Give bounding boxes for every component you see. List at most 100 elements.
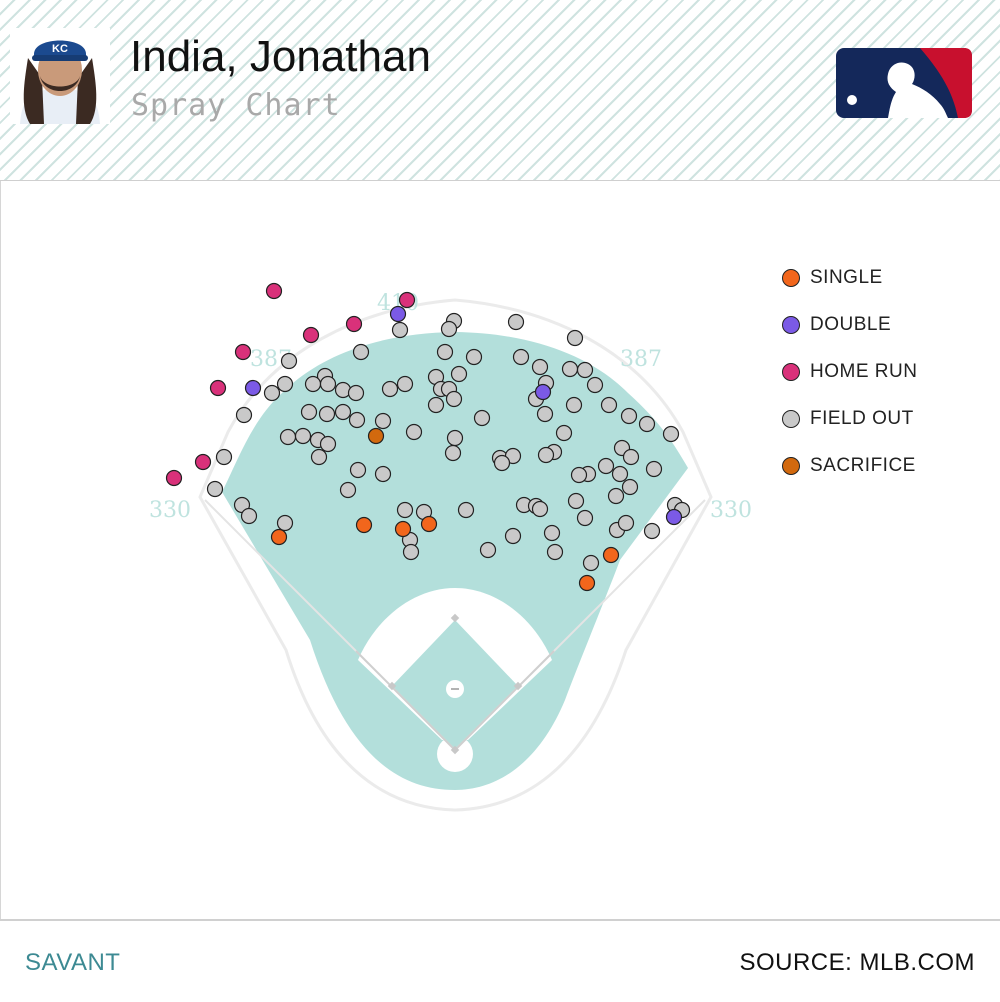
field-out-point[interactable] xyxy=(300,403,318,421)
field-out-point[interactable] xyxy=(215,448,233,466)
field-out-point[interactable] xyxy=(263,384,281,402)
home-run-point[interactable] xyxy=(209,379,227,397)
field-out-point[interactable] xyxy=(396,375,414,393)
field-out-point[interactable] xyxy=(349,461,367,479)
field-out-point[interactable] xyxy=(662,425,680,443)
field-out-point[interactable] xyxy=(567,492,585,510)
field-out-point[interactable] xyxy=(280,352,298,370)
field-out-point[interactable] xyxy=(294,427,312,445)
field-out-point[interactable] xyxy=(493,454,511,472)
field-out-point[interactable] xyxy=(561,360,579,378)
field-out-point[interactable] xyxy=(582,554,600,572)
warning-track-outline xyxy=(198,298,713,812)
field-out-point[interactable] xyxy=(405,423,423,441)
field-out-point[interactable] xyxy=(444,444,462,462)
field-out-point[interactable] xyxy=(352,343,370,361)
field-out-point[interactable] xyxy=(347,384,365,402)
home-run-point[interactable] xyxy=(398,291,416,309)
legend-item-field-out[interactable]: FIELD OUT xyxy=(782,395,917,442)
field-out-point[interactable] xyxy=(446,429,464,447)
field-out-point[interactable] xyxy=(531,358,549,376)
field-out-point[interactable] xyxy=(319,435,337,453)
double-point[interactable] xyxy=(244,379,262,397)
home-run-point[interactable] xyxy=(234,343,252,361)
field-out-point[interactable] xyxy=(512,348,530,366)
field-out-point[interactable] xyxy=(504,527,522,545)
field-out-point[interactable] xyxy=(319,375,337,393)
field-out-point[interactable] xyxy=(374,465,392,483)
field-out-point[interactable] xyxy=(576,361,594,379)
field-out-point[interactable] xyxy=(235,406,253,424)
savant-label[interactable]: SAVANT xyxy=(25,949,121,976)
field-out-point[interactable] xyxy=(607,487,625,505)
legend-item-single[interactable]: SINGLE xyxy=(782,254,917,301)
double-point[interactable] xyxy=(665,508,683,526)
field-out-point[interactable] xyxy=(427,396,445,414)
field-out-point[interactable] xyxy=(465,348,483,366)
field-out-point[interactable] xyxy=(450,365,468,383)
field-out-point[interactable] xyxy=(381,380,399,398)
single-point[interactable] xyxy=(394,520,412,538)
home-run-point[interactable] xyxy=(194,453,212,471)
home-run-point[interactable] xyxy=(165,469,183,487)
legend-item-sacrifice[interactable]: SACRIFICE xyxy=(782,442,917,489)
field-out-point[interactable] xyxy=(597,457,615,475)
legend-item-double[interactable]: DOUBLE xyxy=(782,301,917,348)
field-out-point[interactable] xyxy=(576,509,594,527)
sacrifice-point[interactable] xyxy=(367,427,385,445)
field-out-point[interactable] xyxy=(638,415,656,433)
field-out-point[interactable] xyxy=(621,478,639,496)
field-out-point[interactable] xyxy=(276,375,294,393)
single-point[interactable] xyxy=(602,546,620,564)
single-point[interactable] xyxy=(270,528,288,546)
field-out-point[interactable] xyxy=(445,390,463,408)
double-point[interactable] xyxy=(389,305,407,323)
field-out-point[interactable] xyxy=(586,376,604,394)
field-out-point[interactable] xyxy=(555,424,573,442)
field-out-point[interactable] xyxy=(348,411,366,429)
field-out-point[interactable] xyxy=(276,514,294,532)
field-out-point[interactable] xyxy=(645,460,663,478)
field-out-point[interactable] xyxy=(543,524,561,542)
home-run-point[interactable] xyxy=(265,282,283,300)
field-out-point[interactable] xyxy=(436,343,454,361)
field-out-point[interactable] xyxy=(566,329,584,347)
field-out-point[interactable] xyxy=(479,541,497,559)
home-run-point[interactable] xyxy=(345,315,363,333)
field-out-point[interactable] xyxy=(536,405,554,423)
field-out-point[interactable] xyxy=(304,375,322,393)
field-out-point[interactable] xyxy=(565,396,583,414)
field-out-point[interactable] xyxy=(531,500,549,518)
field-out-point[interactable] xyxy=(339,481,357,499)
field-out-point[interactable] xyxy=(457,501,475,519)
field-out-point[interactable] xyxy=(310,448,328,466)
legend-item-home-run[interactable]: HOME RUN xyxy=(782,348,917,395)
field-out-point[interactable] xyxy=(402,543,420,561)
field-out-point[interactable] xyxy=(611,465,629,483)
single-point[interactable] xyxy=(578,574,596,592)
field-out-point[interactable] xyxy=(473,409,491,427)
field-out-point[interactable] xyxy=(617,514,635,532)
field-out-point[interactable] xyxy=(391,321,409,339)
field-out-point[interactable] xyxy=(440,320,458,338)
field-out-point[interactable] xyxy=(620,407,638,425)
field-out-point[interactable] xyxy=(537,446,555,464)
field-out-point[interactable] xyxy=(206,480,224,498)
field-out-point[interactable] xyxy=(240,507,258,525)
field-out-point[interactable] xyxy=(318,405,336,423)
field-out-point[interactable] xyxy=(374,412,392,430)
single-point[interactable] xyxy=(355,516,373,534)
field-out-point[interactable] xyxy=(507,313,525,331)
field-out-point[interactable] xyxy=(546,543,564,561)
field-out-point[interactable] xyxy=(279,428,297,446)
home-run-point[interactable] xyxy=(302,326,320,344)
field-out-point[interactable] xyxy=(334,403,352,421)
field-out-point[interactable] xyxy=(600,396,618,414)
chart-header: KC India, Jonathan Spray Chart xyxy=(0,0,1000,181)
double-point[interactable] xyxy=(534,383,552,401)
field-out-point[interactable] xyxy=(643,522,661,540)
single-point[interactable] xyxy=(420,515,438,533)
field-out-point[interactable] xyxy=(622,448,640,466)
field-out-point[interactable] xyxy=(396,501,414,519)
field-out-point[interactable] xyxy=(570,466,588,484)
